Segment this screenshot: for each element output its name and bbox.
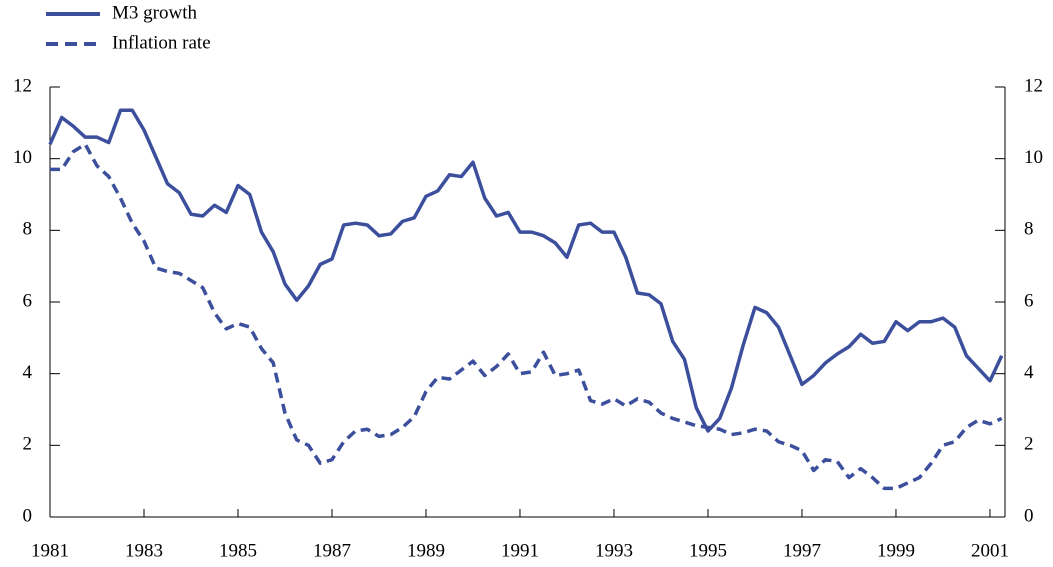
- series-line: [48, 108, 1004, 433]
- y2-tick-label: 8: [1024, 219, 1034, 240]
- y2-tick-label: 4: [1024, 362, 1034, 383]
- y2-tick-label: 12: [1024, 75, 1043, 96]
- legend-label: Inflation rate: [112, 32, 211, 53]
- x-tick-label: 1995: [689, 540, 727, 561]
- x-tick-label: 1999: [877, 540, 915, 561]
- y-tick-label: 10: [13, 147, 32, 168]
- y-tick-label: 4: [23, 362, 33, 383]
- x-tick-label: 1991: [501, 540, 539, 561]
- x-tick-label: 1987: [313, 540, 351, 561]
- x-tick-label: 1985: [219, 540, 257, 561]
- y-tick-label: 2: [23, 434, 33, 455]
- y-tick-label: 12: [13, 75, 32, 96]
- y2-tick-label: 2: [1024, 434, 1034, 455]
- x-tick-label: 1981: [31, 540, 69, 561]
- y-tick-label: 0: [23, 505, 33, 526]
- series-line: [50, 142, 1003, 491]
- y2-tick-label: 0: [1024, 505, 1034, 526]
- x-tick-label: 2001: [971, 540, 1009, 561]
- x-tick-label: 1993: [595, 540, 633, 561]
- y-tick-label: 6: [23, 290, 33, 311]
- x-tick-label: 1989: [407, 540, 445, 561]
- y2-tick-label: 6: [1024, 290, 1034, 311]
- y2-tick-label: 10: [1024, 147, 1043, 168]
- y-tick-label: 8: [23, 219, 33, 240]
- x-tick-label: 1997: [783, 540, 821, 561]
- legend-label: M3 growth: [112, 2, 197, 23]
- x-tick-label: 1983: [125, 540, 163, 561]
